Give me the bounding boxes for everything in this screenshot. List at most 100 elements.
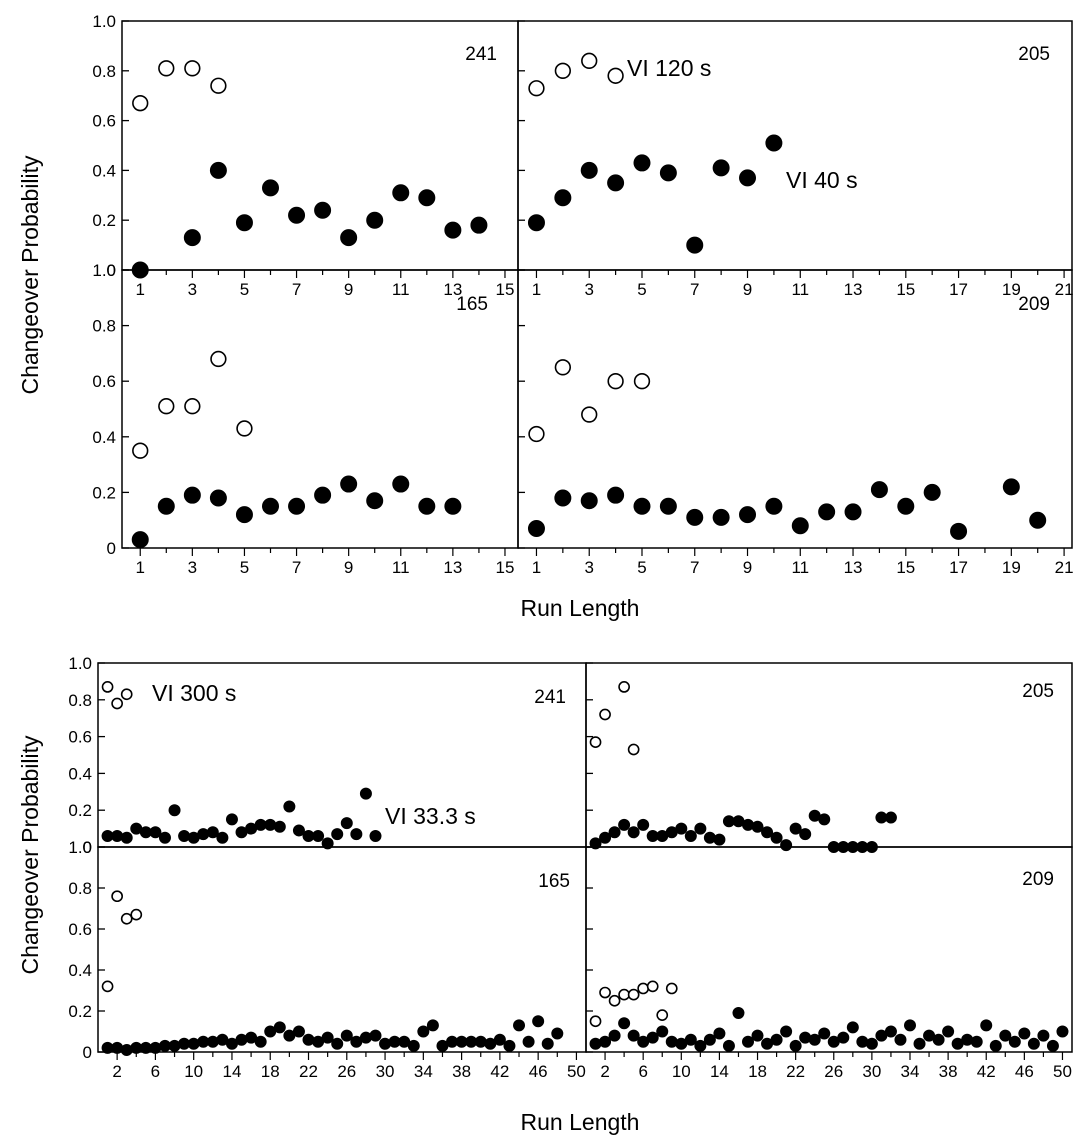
filled-point xyxy=(264,818,277,831)
filled-point xyxy=(340,229,358,247)
panel-frame xyxy=(517,20,1073,271)
bottom-x-axis-title: Run Length xyxy=(521,1109,640,1135)
x-tick-label: 11 xyxy=(392,558,410,577)
open-point xyxy=(646,980,659,993)
open-point xyxy=(101,980,114,993)
y-tick-label: 0.2 xyxy=(92,483,116,502)
filled-point xyxy=(527,520,545,538)
filled-point xyxy=(209,161,227,179)
filled-point xyxy=(418,189,436,207)
filled-point xyxy=(444,221,462,239)
x-tick-label: 1 xyxy=(136,280,145,299)
panel-bottom-left-upper: 0 0.2 0.4 0.6 0.8 1.0 241 VI 300 s VI 33.3 s xyxy=(68,654,587,857)
x-tick-label: 1 xyxy=(532,558,541,577)
x-tick-label: 10 xyxy=(672,1062,691,1081)
x-tick-label: 46 xyxy=(1015,1062,1034,1081)
x-tick-label: 50 xyxy=(567,1062,586,1081)
open-point xyxy=(637,982,650,995)
filled-point xyxy=(407,1039,420,1052)
filled-point xyxy=(392,475,410,493)
x-tick-label: 38 xyxy=(452,1062,471,1081)
x-tick-label: 2 xyxy=(112,1062,121,1081)
filled-point xyxy=(599,831,612,844)
filled-point xyxy=(1046,1039,1059,1052)
filled-point xyxy=(970,1035,983,1048)
x-tick-label: 30 xyxy=(376,1062,395,1081)
filled-point xyxy=(554,189,572,207)
x-tick-label: 1 xyxy=(136,558,145,577)
subject-label: 209 xyxy=(1022,869,1054,890)
filled-point xyxy=(131,531,149,549)
filled-point xyxy=(791,517,809,535)
x-tick-label: 17 xyxy=(949,558,968,577)
open-point xyxy=(618,988,630,1001)
filled-point xyxy=(808,1033,821,1046)
filled-point xyxy=(607,486,625,504)
x-tick-label: 3 xyxy=(584,558,593,577)
filled-point xyxy=(684,829,697,842)
condition-annotation: VI 300 s xyxy=(152,680,236,706)
y-tick-label: 1.0 xyxy=(92,12,116,31)
filled-point xyxy=(183,229,201,247)
filled-point xyxy=(312,829,325,842)
filled-point xyxy=(340,1029,353,1042)
panel-bottom-right-upper: 205 xyxy=(585,662,1073,853)
x-tick-label: 26 xyxy=(824,1062,843,1081)
filled-point xyxy=(913,1037,926,1050)
y-tick-label: 0 xyxy=(107,539,116,558)
filled-point xyxy=(751,1029,764,1042)
open-point xyxy=(210,350,227,368)
open-point xyxy=(633,373,651,390)
subject-label: 205 xyxy=(1022,681,1054,702)
x-tick-label: 3 xyxy=(584,280,593,299)
y-tick-label: 0.4 xyxy=(92,161,116,180)
filled-point xyxy=(780,839,793,852)
filled-point xyxy=(314,201,332,219)
x-tick-label: 7 xyxy=(690,558,699,577)
x-tick-label: 11 xyxy=(392,280,410,299)
y-tick-label: 0.6 xyxy=(68,728,92,747)
filled-point xyxy=(216,831,229,844)
x-tick-label: 7 xyxy=(690,280,699,299)
filled-point xyxy=(950,522,968,540)
x-tick-label: 46 xyxy=(529,1062,548,1081)
panel-frame xyxy=(585,846,1073,1053)
y-tick-label: 0.6 xyxy=(92,112,116,131)
filled-point xyxy=(513,1019,526,1032)
filled-point xyxy=(183,486,201,504)
x-tick-label: 6 xyxy=(638,1062,647,1081)
y-tick-label: 0 xyxy=(83,1043,92,1062)
open-point xyxy=(589,1015,602,1028)
filled-point xyxy=(1056,1025,1069,1038)
filled-point xyxy=(1029,511,1047,529)
open-point xyxy=(608,994,621,1007)
filled-point xyxy=(818,813,831,826)
filled-point xyxy=(732,1007,745,1020)
filled-point xyxy=(589,837,602,850)
y-tick-label: 0.2 xyxy=(68,1002,92,1021)
open-point xyxy=(618,681,630,693)
y-tick-label: 1.0 xyxy=(68,838,92,857)
filled-point xyxy=(158,831,171,844)
filled-point xyxy=(178,829,191,842)
filled-point xyxy=(712,508,730,526)
filled-point xyxy=(503,1039,516,1052)
x-tick-label: 18 xyxy=(261,1062,280,1081)
y-tick-label: 0.8 xyxy=(92,317,116,336)
open-point xyxy=(132,442,149,459)
x-tick-label: 1 xyxy=(532,280,541,299)
filled-point xyxy=(532,1015,545,1028)
filled-point xyxy=(770,1033,783,1046)
filled-point xyxy=(713,833,726,846)
x-tick-label: 3 xyxy=(188,558,197,577)
filled-point xyxy=(254,1035,267,1048)
open-point xyxy=(120,688,133,701)
filled-point xyxy=(780,1025,793,1038)
filled-point xyxy=(522,1035,535,1048)
open-point xyxy=(665,982,678,995)
y-tick-label: 0.6 xyxy=(68,920,92,939)
filled-point xyxy=(262,179,279,197)
x-tick-label: 2 xyxy=(600,1062,609,1081)
filled-point xyxy=(846,1021,859,1034)
filled-point xyxy=(712,159,730,177)
